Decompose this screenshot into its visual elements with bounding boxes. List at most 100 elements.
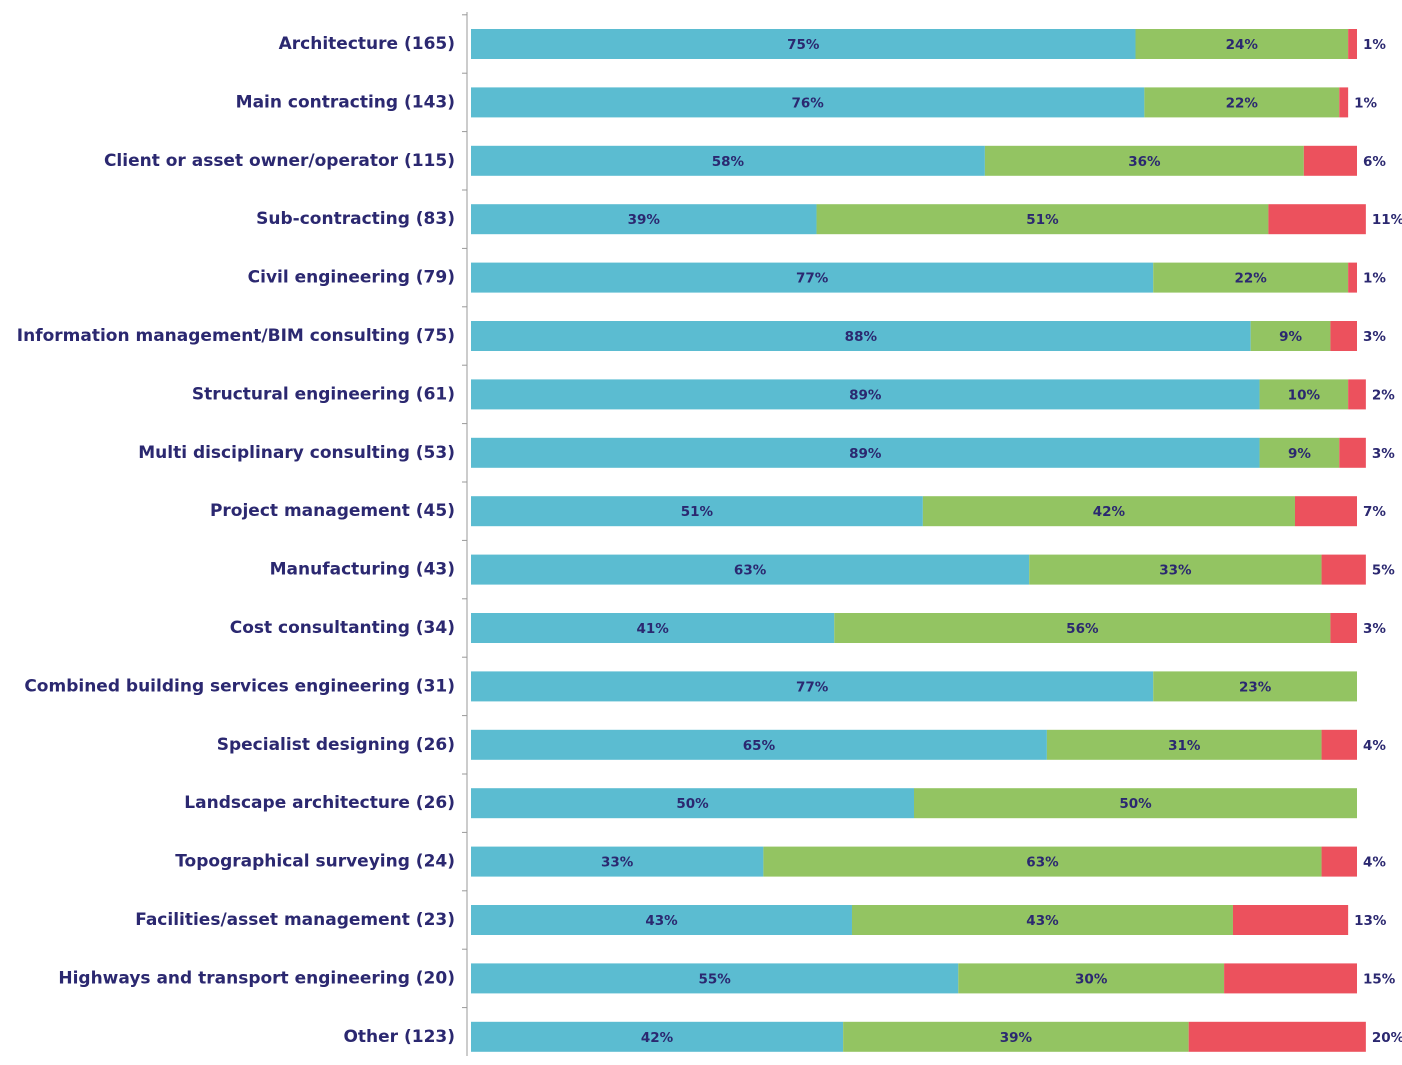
value-label: 15% (1363, 971, 1396, 987)
value-label: 20% (1372, 1030, 1402, 1046)
value-label: 39% (628, 212, 661, 228)
value-label: 75% (787, 37, 820, 53)
bar-segment (1321, 554, 1366, 585)
value-label: 33% (601, 855, 634, 871)
bar-segment (1268, 204, 1366, 235)
bar-segment (1330, 613, 1357, 643)
value-label: 42% (1093, 504, 1126, 520)
value-label: 39% (1000, 1030, 1033, 1046)
category-label: Topographical surveying (24) (175, 852, 455, 872)
bar-segment (1330, 321, 1357, 351)
bar-segment (471, 846, 764, 877)
bar-segment (1135, 29, 1349, 59)
category-label: Project management (45) (210, 501, 455, 521)
bar-segment (1188, 1021, 1366, 1052)
bar-segment (843, 1021, 1189, 1052)
bar-segment (471, 87, 1145, 118)
category-label: Sub-contracting (83) (256, 209, 455, 229)
bar-segment (1029, 554, 1322, 585)
value-label: 3% (1363, 329, 1386, 345)
value-label: 55% (698, 971, 731, 987)
value-label: 43% (645, 913, 678, 929)
bar-segment (1153, 671, 1357, 702)
bar-segment (471, 29, 1136, 59)
category-label: Main contracting (143) (236, 92, 455, 112)
bar-segment (1321, 729, 1357, 760)
bar-segment (1339, 87, 1349, 118)
value-label: 51% (681, 504, 714, 520)
category-label: Structural engineering (61) (192, 384, 455, 404)
value-label: 63% (1026, 855, 1059, 871)
bar-segment (1046, 729, 1322, 760)
bar-segment (922, 496, 1295, 527)
bar-segment (1339, 437, 1366, 468)
bar-segment (471, 145, 985, 176)
bar-segment (816, 204, 1269, 235)
bar-segment (471, 788, 914, 819)
value-label: 41% (636, 621, 669, 637)
bar-segment (1294, 496, 1357, 527)
bar-segment (471, 1021, 844, 1052)
category-label: Client or asset owner/operator (115) (104, 151, 455, 171)
value-label: 89% (849, 387, 882, 403)
value-label: 63% (734, 563, 767, 579)
value-label: 31% (1168, 738, 1201, 754)
category-label: Specialist designing (26) (217, 735, 455, 755)
value-label: 3% (1363, 621, 1386, 637)
bar-segment (471, 905, 852, 935)
value-label: 88% (845, 329, 878, 345)
value-label: 4% (1363, 855, 1386, 871)
value-label: 42% (641, 1030, 674, 1046)
bar-segment (471, 262, 1154, 293)
bar-segment (1303, 145, 1357, 176)
category-label: Other (123) (343, 1027, 455, 1047)
category-label: Manufacturing (43) (270, 560, 455, 580)
category-label: Information management/BIM consulting (7… (17, 326, 455, 346)
bar-segment (1250, 321, 1331, 351)
value-label: 13% (1354, 913, 1387, 929)
bar-segment (1348, 29, 1357, 59)
bar-segment (471, 554, 1030, 585)
value-label: 9% (1279, 329, 1302, 345)
bar-segment (471, 437, 1260, 468)
bar-segment (1348, 262, 1357, 293)
value-label: 58% (712, 154, 745, 170)
bar-segment (471, 204, 817, 235)
value-label: 22% (1235, 271, 1268, 287)
value-label: 77% (796, 679, 829, 695)
category-label: Architecture (165) (279, 34, 455, 54)
value-label: 43% (1026, 913, 1059, 929)
value-label: 1% (1363, 271, 1386, 287)
bar-segment (984, 145, 1304, 176)
value-label: 11% (1372, 212, 1402, 228)
value-label: 50% (1119, 796, 1152, 812)
bar-segment (958, 963, 1225, 994)
bar-segment (914, 788, 1357, 819)
bar-segment (471, 729, 1047, 760)
bar-segment (1232, 905, 1349, 935)
bar-segment (471, 671, 1154, 702)
value-label: 77% (796, 271, 829, 287)
bar-segment (471, 321, 1251, 351)
bar-segment (1144, 87, 1340, 118)
value-label: 24% (1226, 37, 1259, 53)
bar-segment (851, 905, 1233, 935)
bar-segment (471, 963, 959, 994)
bar-segment (471, 379, 1260, 410)
value-label: 3% (1372, 446, 1395, 462)
bar-segment (471, 496, 923, 527)
bar-segment (834, 613, 1331, 643)
bar-segment (1348, 379, 1366, 410)
value-label: 7% (1363, 504, 1386, 520)
bar-segment (1259, 379, 1349, 410)
value-label: 33% (1159, 563, 1192, 579)
category-label: Cost consultanting (34) (230, 618, 455, 638)
value-label: 36% (1128, 154, 1161, 170)
bar-segment (471, 613, 835, 643)
value-label: 9% (1288, 446, 1311, 462)
value-label: 89% (849, 446, 882, 462)
value-label: 50% (676, 796, 709, 812)
bar-segment (1224, 963, 1357, 994)
value-label: 4% (1363, 738, 1386, 754)
